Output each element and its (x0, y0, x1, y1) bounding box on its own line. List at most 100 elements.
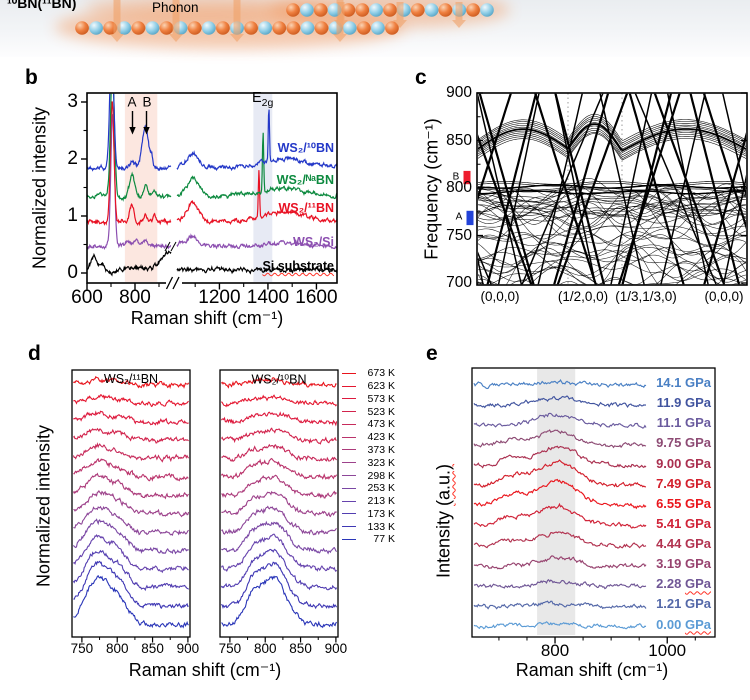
legend-item: 673 K (342, 367, 395, 380)
nitrogen-atom (117, 21, 132, 35)
legend-item: 77 K (342, 533, 395, 546)
d-spectrum-473K (73, 442, 189, 463)
pressure-value: 11.1 (656, 415, 685, 431)
c-marker-B (463, 170, 471, 185)
legend-label: 77 K (373, 533, 395, 546)
legend-item: 573 K (342, 393, 395, 406)
d-plot-frame (71, 369, 191, 638)
b-spectrum-1 (176, 132, 337, 200)
legend-swatch (342, 513, 356, 515)
boron-atom (216, 21, 230, 35)
b-axis-break-slash (165, 276, 174, 290)
c-phonon-band (478, 254, 746, 272)
nitrogen-atom (202, 21, 216, 35)
legend-swatch (342, 398, 356, 400)
d-spectrum-423K (221, 457, 337, 480)
panel-letter-d: d (28, 342, 41, 365)
c-y-tick-label: 900 (446, 84, 472, 101)
pressure-label: 7.49 GPa (601, 476, 711, 491)
phonon-glow-top (85, 0, 325, 24)
pressure-label: 6.55 GPa (601, 496, 711, 511)
b-spectrum-0 (87, 93, 172, 172)
nitrogen-atom (424, 3, 439, 17)
pressure-value: 7.49 (656, 475, 685, 491)
legend-swatch (342, 423, 356, 425)
legend-item: 173 K (342, 507, 395, 520)
c-phonon-band (478, 260, 746, 282)
c-phonon-band (489, 250, 745, 285)
b-spectrum-0 (176, 109, 337, 172)
pressure-value: 5.41 (656, 515, 685, 531)
legend-label: 523 K (367, 405, 395, 418)
b-x-tick-label: 1400 (246, 287, 290, 308)
boron-atom (341, 3, 356, 17)
c-phonon-band (478, 189, 746, 231)
c-phonon-band (478, 93, 717, 285)
e-x-tick-label: 800 (540, 641, 570, 660)
b-annotation-e2g: E2g (252, 90, 273, 109)
c-phonon-band (478, 196, 746, 211)
e-spectrum-1.21GPa (473, 600, 647, 610)
phonon-arrow-shaft (113, 0, 121, 34)
d-spectrum-173K (73, 549, 189, 592)
b-spectrum-4 (87, 249, 172, 277)
d-spectrum-523K (221, 427, 337, 445)
d-spectrum-133K (73, 560, 189, 609)
legend-swatch (342, 385, 356, 387)
c-phonon-band (478, 93, 746, 285)
c-phonon-band (478, 113, 746, 141)
b-y-tick-label: 2 (67, 148, 78, 169)
boron-atom (313, 3, 328, 17)
c-phonon-band (478, 190, 746, 195)
c-kpoint-label: (0,0,0) (704, 289, 744, 304)
boron-atom (385, 21, 399, 35)
legend-item: 373 K (342, 444, 395, 457)
c-phonon-band (478, 194, 746, 208)
d-spectrum-573K (73, 410, 189, 426)
pressure-value: 2.28 (656, 576, 685, 592)
legend-label: 423 K (367, 431, 395, 444)
c-kpoint-label: (0,0,0) (480, 289, 520, 304)
phonon-arrow-shaft (337, 2, 345, 20)
c-kpoint-label: (1/3,1/3,0) (615, 289, 677, 304)
e-spectrum-0.00GPa (473, 621, 647, 630)
b-annotation-A: A (127, 94, 137, 110)
c-phonon-band (486, 93, 741, 285)
b-spectrum-1 (87, 93, 172, 202)
e-spectrum-4.44GPa (473, 531, 647, 549)
legend-item: 323 K (342, 456, 395, 469)
legend-label: 133 K (367, 520, 395, 533)
c-y-tick-label: 750 (446, 226, 472, 244)
d-spectrum-173K (221, 548, 337, 591)
pressure-unit: GPa (684, 495, 711, 511)
pressure-value: 6.55 (656, 495, 685, 511)
phonon-arrow-head (230, 34, 244, 42)
b-spectrum-3 (87, 114, 172, 251)
c-phonon-band (478, 197, 746, 229)
pressure-unit: GPa (684, 576, 711, 592)
phonon-arrow-shaft (396, 2, 404, 20)
legend-swatch (342, 449, 356, 451)
nitrogen-atom (480, 3, 494, 17)
d-spectrum-253K (221, 520, 337, 555)
legend-label: 673 K (367, 367, 395, 380)
e2g-main: E (252, 90, 262, 106)
pressure-unit: GPa (684, 616, 711, 632)
b-y-axis-title: Normalized intensity (29, 106, 50, 270)
pressure-label: 4.44 GPa (601, 536, 711, 551)
legend-swatch (342, 475, 356, 476)
b-series-label: Si substrate (262, 259, 334, 273)
phonon-arrow-shaft (233, 0, 241, 34)
legend-label: 173 K (367, 507, 395, 520)
d-x-tick-label: 900 (324, 641, 348, 656)
d-subpanel-title-10bn: WS₂/¹⁰BN (251, 372, 307, 387)
d-spectrum-623K (221, 394, 337, 408)
legend-item: 253 K (342, 482, 395, 495)
b-x-tick-label: 1200 (198, 287, 241, 308)
legend-swatch (342, 538, 356, 540)
e2g-sub: 2g (261, 96, 274, 109)
legend-swatch (342, 526, 356, 528)
c-phonon-band (478, 128, 746, 156)
d-spectrum-323K (221, 490, 337, 518)
